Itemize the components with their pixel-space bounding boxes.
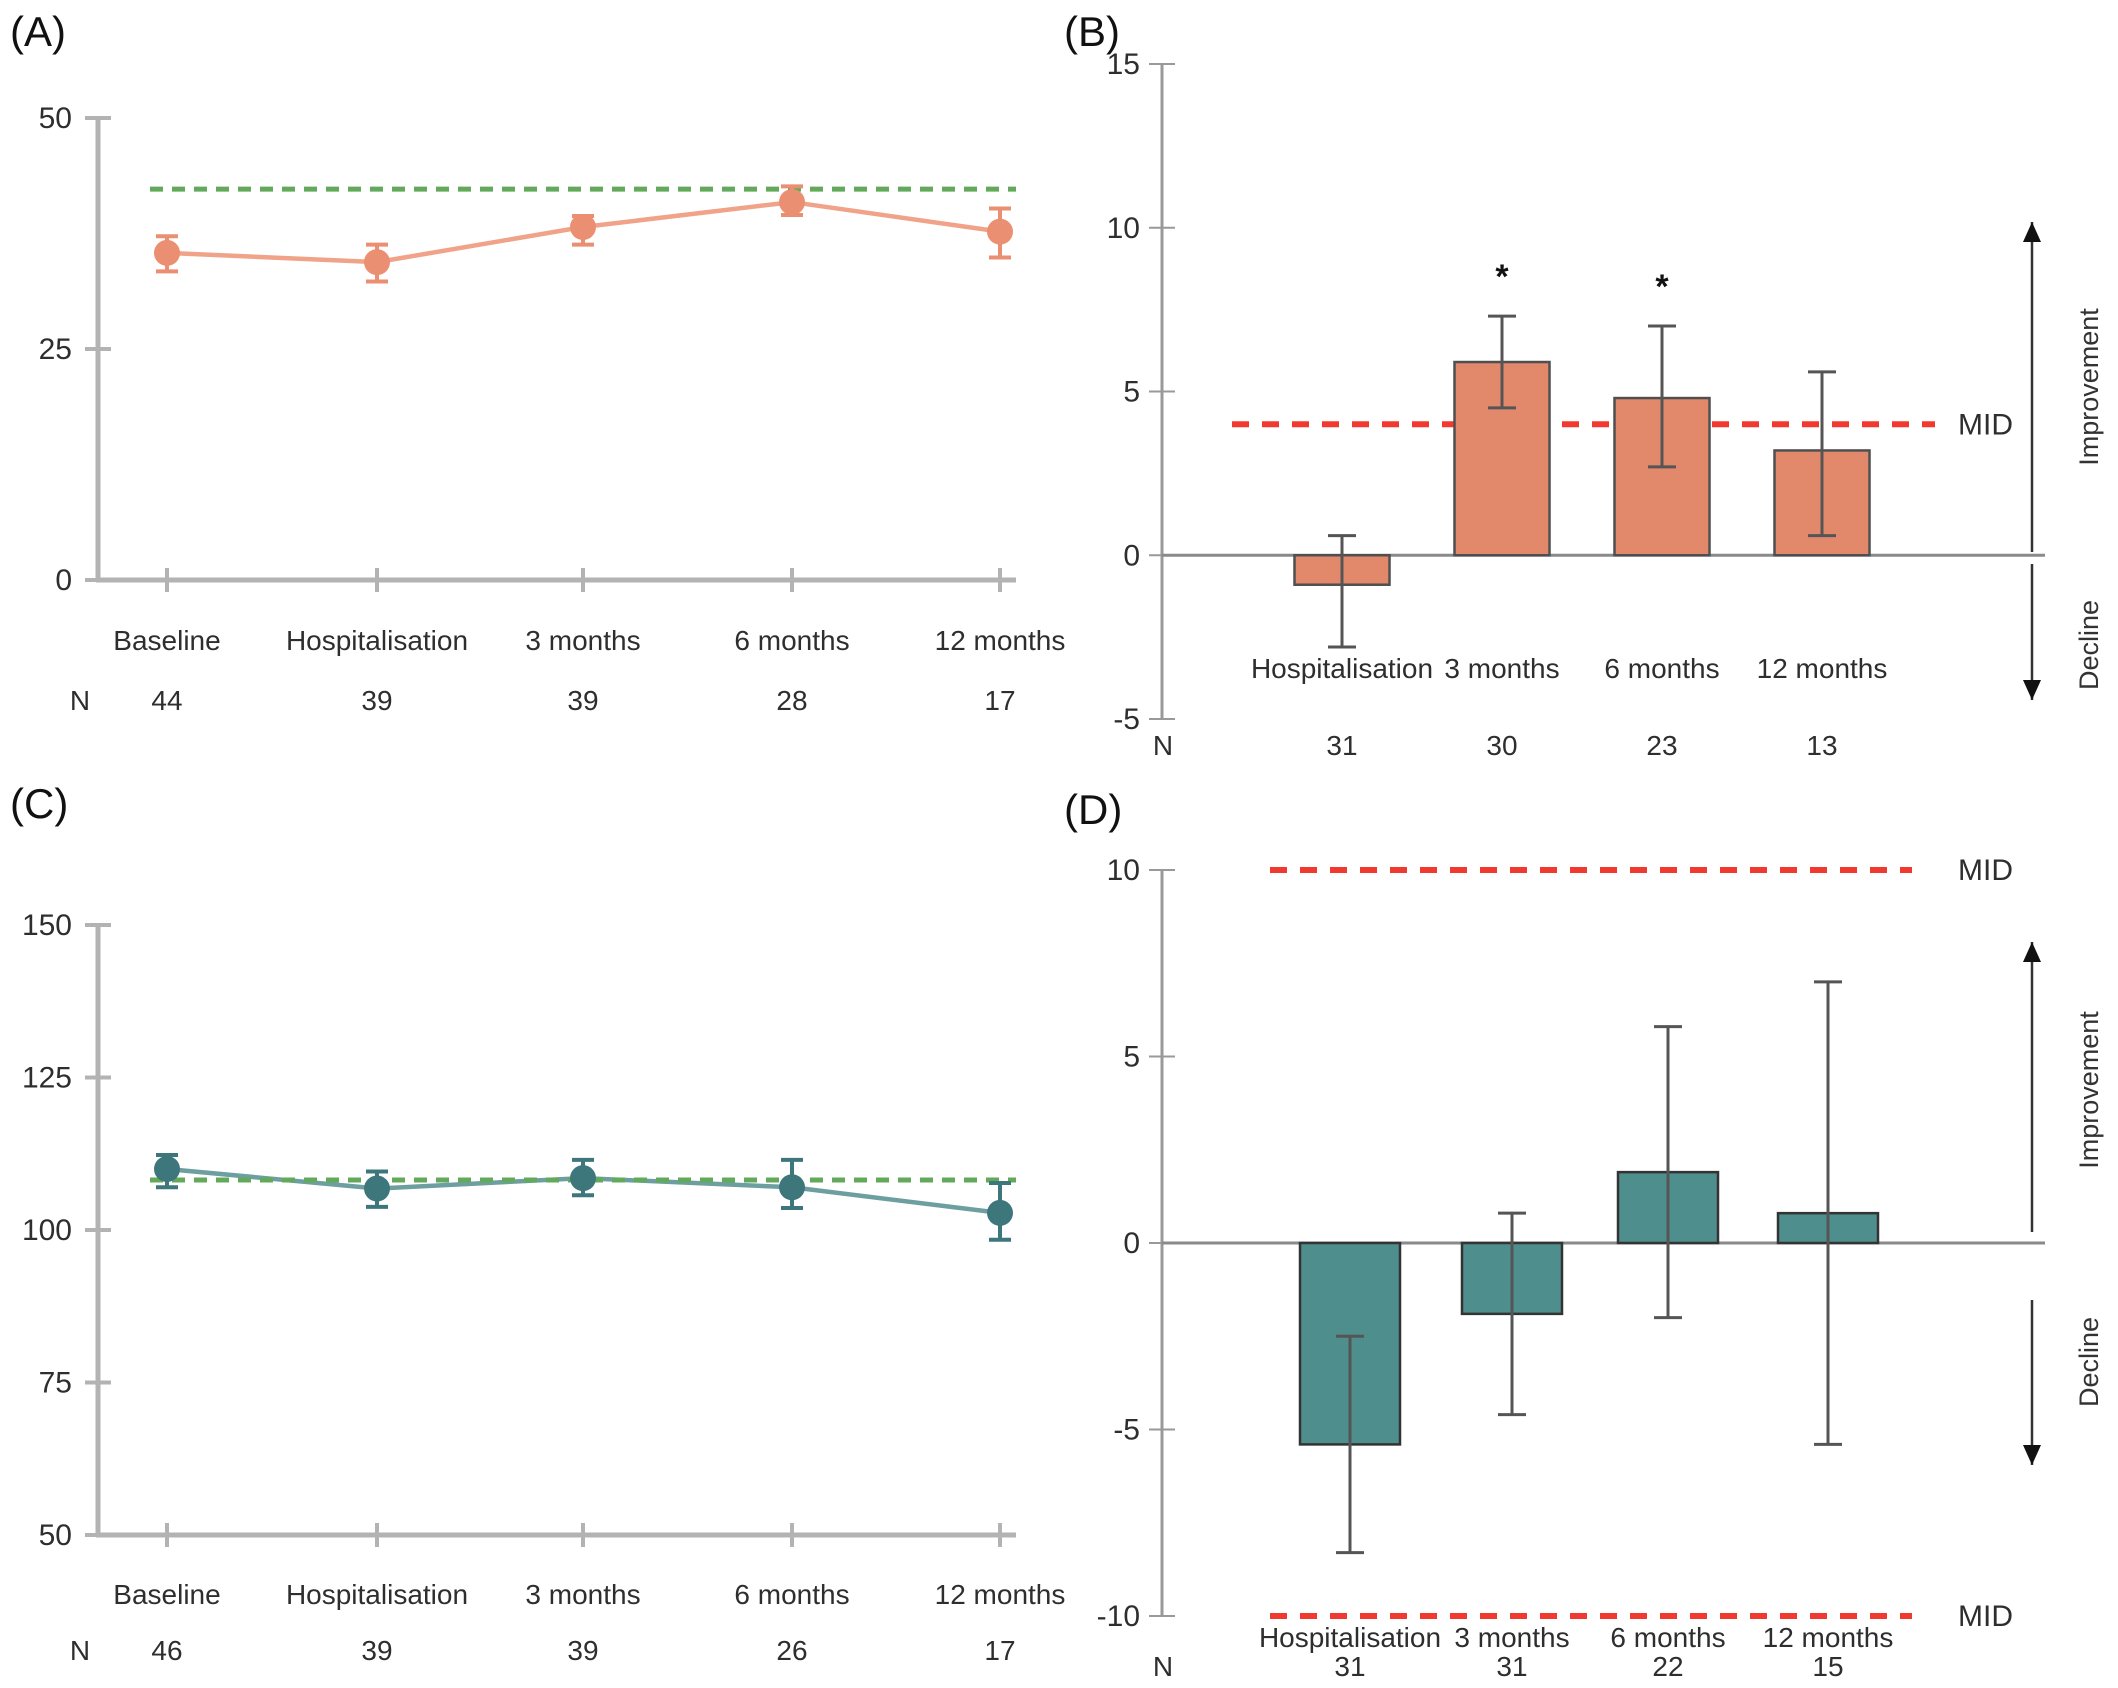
panel-a-category-label: 6 months: [734, 625, 849, 656]
panel-a-y-tick-label: 50: [39, 102, 72, 135]
panel-b-significance-star: *: [1495, 258, 1509, 296]
panel-c-n-value: 39: [361, 1635, 392, 1666]
panel-c-n-value: 17: [984, 1635, 1015, 1666]
panel-b-y-tick-label: 0: [1123, 539, 1140, 572]
panel-d-y-tick-label: -5: [1113, 1414, 1140, 1447]
panel-b-category-label: 6 months: [1604, 653, 1719, 684]
panel-a-category-label: 3 months: [525, 625, 640, 656]
panel-c-n-value: 26: [776, 1635, 807, 1666]
panel-c-y-tick-label: 100: [22, 1214, 72, 1247]
panel-d-improvement-arrow-head: [2023, 942, 2041, 962]
panel-a-n-row-label: N: [70, 685, 90, 716]
panel-a-n-value: 44: [151, 685, 182, 716]
panel-c-category-label: 6 months: [734, 1579, 849, 1610]
panel-c-data-point-marker: [364, 1175, 390, 1202]
panel-b-y-tick-label: 15: [1107, 48, 1140, 81]
panel-d-label: (D): [1064, 786, 1123, 833]
panel-c-data-point-marker: [779, 1174, 805, 1201]
panel-d-decline-arrow-head: [2023, 1445, 2041, 1465]
panel-b-improvement-arrow-head: [2023, 222, 2041, 242]
panel-a-category-label: 12 months: [935, 625, 1066, 656]
panel-b-significance-star: *: [1655, 268, 1669, 306]
panel-d-category-label: 3 months: [1454, 1622, 1569, 1653]
panel-b-category-label: Hospitalisation: [1251, 653, 1433, 684]
panel-d-category-label: 6 months: [1610, 1622, 1725, 1653]
panel-c-data-point-marker: [154, 1156, 180, 1182]
panel-a-n-value: 39: [567, 685, 598, 716]
panel-d-improvement-label: Improvement: [2074, 1011, 2104, 1169]
panel-c-category-label: Baseline: [113, 1579, 220, 1610]
panel-c-y-tick-label: 50: [39, 1519, 72, 1552]
panel-b-improvement-label: Improvement: [2074, 308, 2104, 466]
panel-b-y-tick-label: 5: [1123, 376, 1140, 409]
panel-c-data-point-marker: [570, 1165, 596, 1192]
panel-a-data-point-marker: [779, 189, 805, 216]
panel-d-mid-label: MID: [1958, 1600, 2013, 1633]
panel-c-category-label: 3 months: [525, 1579, 640, 1610]
panel-b-y-tick-label: -5: [1113, 703, 1140, 736]
panel-a-n-value: 39: [361, 685, 392, 716]
panel-c-category-label: Hospitalisation: [286, 1579, 468, 1610]
panel-c-y-tick-label: 75: [39, 1367, 72, 1400]
panel-c-y-tick-label: 150: [22, 909, 72, 942]
panel-a-y-tick-label: 0: [55, 564, 72, 597]
panel-a-category-label: Baseline: [113, 625, 220, 656]
panel-d-decline-label: Decline: [2074, 1317, 2104, 1407]
panel-c-y-tick-label: 125: [22, 1062, 72, 1095]
panel-b-n-row-label: N: [1153, 730, 1173, 761]
panel-d-category-label: Hospitalisation: [1259, 1622, 1441, 1653]
panel-d-y-tick-label: 10: [1107, 854, 1140, 887]
panel-d-y-tick-label: -10: [1097, 1600, 1140, 1633]
panel-d-n-value: 31: [1496, 1651, 1527, 1682]
panel-d-n-value: 31: [1334, 1651, 1365, 1682]
panel-b-n-value: 13: [1806, 730, 1837, 761]
panel-a-data-point-marker: [154, 239, 180, 266]
panel-c-label: (C): [10, 780, 69, 827]
panel-d-n-value: 15: [1812, 1651, 1843, 1682]
panel-c-n-value: 46: [151, 1635, 182, 1666]
panel-c-data-point-marker: [987, 1199, 1013, 1226]
panel-b-y-tick-label: 10: [1107, 212, 1140, 245]
panel-b-mid-label: MID: [1958, 408, 2013, 441]
panel-c-n-row-label: N: [70, 1635, 90, 1666]
panel-b-label: (B): [1064, 8, 1120, 55]
panel-a-category-label: Hospitalisation: [286, 625, 468, 656]
panel-a-data-point-marker: [987, 218, 1013, 245]
panel-d-n-row-label: N: [1153, 1651, 1173, 1682]
panel-d-n-value: 22: [1652, 1651, 1683, 1682]
panel-a-label: (A): [10, 8, 66, 55]
panel-d-y-tick-label: 5: [1123, 1041, 1140, 1074]
panel-a-data-point-marker: [364, 249, 390, 276]
panel-d-y-tick-label: 0: [1123, 1227, 1140, 1260]
panel-b-decline-label: Decline: [2074, 600, 2104, 690]
panel-a-n-value: 17: [984, 685, 1015, 716]
panel-b-n-value: 30: [1486, 730, 1517, 761]
panel-b-decline-arrow-head: [2023, 680, 2041, 700]
panel-a-data-point-marker: [570, 214, 596, 241]
panel-d-category-label: 12 months: [1763, 1622, 1894, 1653]
panel-b-category-label: 12 months: [1757, 653, 1888, 684]
panel-c-n-value: 39: [567, 1635, 598, 1666]
panel-b-n-value: 23: [1646, 730, 1677, 761]
panel-a-y-tick-label: 25: [39, 333, 72, 366]
panel-d-mid-label: MID: [1958, 854, 2013, 887]
panel-b-category-label: 3 months: [1444, 653, 1559, 684]
panel-b-n-value: 31: [1326, 730, 1357, 761]
panel-a-n-value: 28: [776, 685, 807, 716]
panel-c-category-label: 12 months: [935, 1579, 1066, 1610]
